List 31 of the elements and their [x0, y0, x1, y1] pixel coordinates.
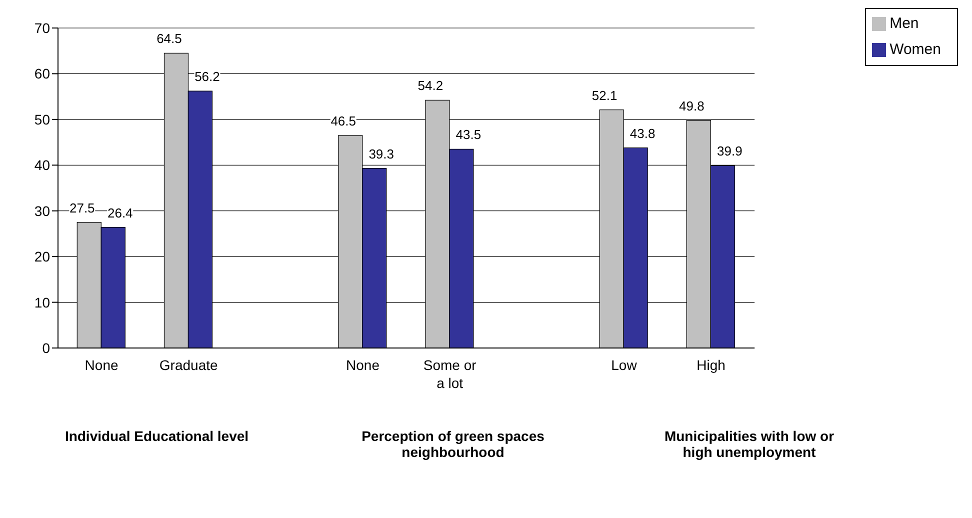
y-tick-label: 10	[34, 294, 50, 310]
data-label: 27.5	[70, 200, 95, 216]
data-label: 43.8	[630, 126, 656, 141]
y-tick-label: 40	[34, 157, 50, 174]
y-tick-label: 50	[34, 111, 50, 128]
y-tick-label: 30	[34, 202, 50, 219]
data-label: 64.5	[156, 31, 182, 46]
text: Individual Educational level	[64, 428, 250, 444]
y-tick-label: 20	[34, 248, 50, 265]
x-tick-label: None	[346, 357, 380, 373]
data-label: 49.8	[679, 98, 704, 114]
y-tick-label: 60	[34, 66, 50, 82]
x-tick-label: Graduate	[159, 357, 218, 373]
x-tick-label: None	[84, 357, 118, 373]
data-label: 52.1	[592, 88, 618, 103]
y-tick-label: 0	[42, 340, 50, 356]
data-label: 26.4	[108, 205, 133, 220]
text: Perception of green spaces neighbourhood	[360, 428, 546, 460]
data-label: 56.2	[194, 69, 220, 84]
data-label: 54.2	[418, 78, 444, 94]
x-tick-label: Some or a lot	[423, 357, 477, 391]
data-label: 39.9	[717, 144, 742, 159]
data-label: 46.5	[330, 113, 356, 128]
x-tick-label: Low	[611, 357, 638, 373]
text: Municipalities with low or high unemployment	[663, 428, 836, 460]
legend-label: Men	[890, 15, 919, 32]
x-tick-label: High	[696, 357, 726, 373]
data-label: 43.5	[456, 127, 482, 142]
data-label: 39.3	[368, 146, 394, 162]
y-tick-label: 70	[34, 20, 50, 36]
legend-label: Women	[890, 41, 941, 58]
